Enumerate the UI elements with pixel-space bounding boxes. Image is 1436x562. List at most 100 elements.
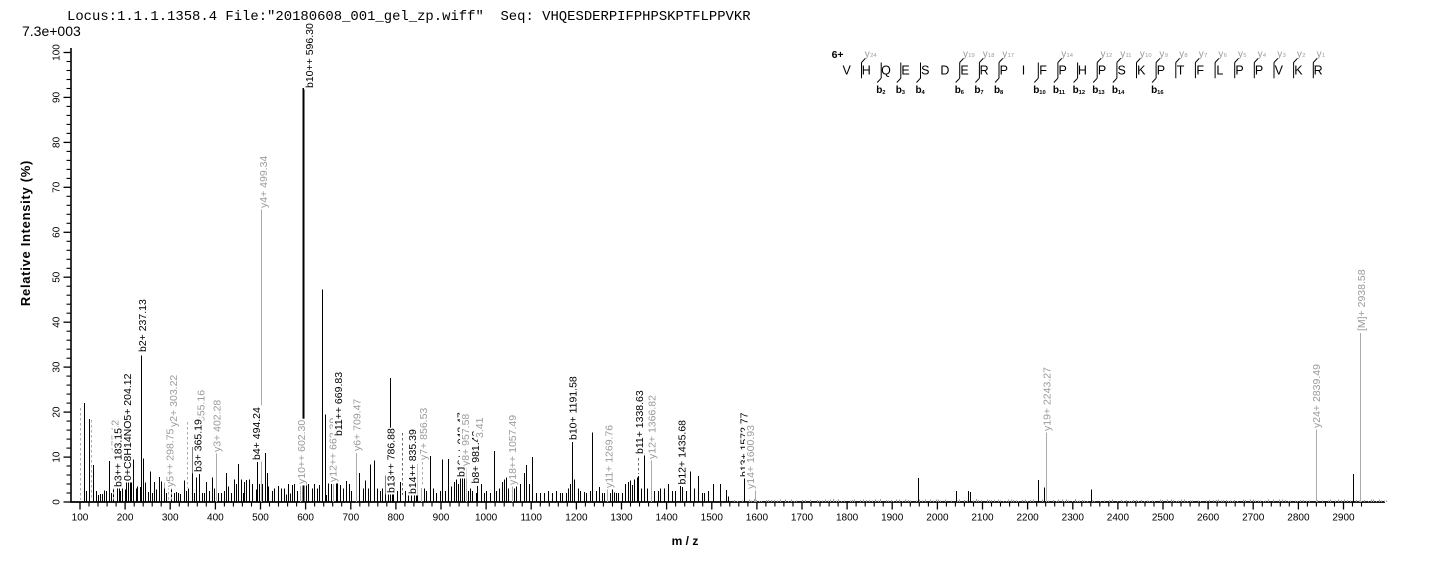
svg-text:b: b [876, 85, 882, 96]
svg-text:V: V [1275, 64, 1284, 78]
svg-text:b: b [1151, 85, 1157, 96]
svg-text:2600: 2600 [1197, 513, 1220, 524]
svg-text:b11++ 669.83: b11++ 669.83 [333, 372, 345, 436]
svg-text:12: 12 [1106, 53, 1112, 59]
svg-text:y2+ 303.22: y2+ 303.22 [168, 375, 180, 427]
svg-text:Locus:1.1.1.1358.4 File:"20180: Locus:1.1.1.1358.4 File:"20180608_001_ge… [67, 9, 751, 25]
svg-text:b: b [994, 85, 1000, 96]
svg-text:5: 5 [1243, 53, 1246, 59]
svg-text:40: 40 [52, 316, 63, 328]
svg-text:[M]+ 2938.58: [M]+ 2938.58 [1356, 269, 1368, 331]
svg-text:7: 7 [980, 90, 983, 96]
svg-text:2: 2 [1302, 53, 1305, 59]
svg-text:6: 6 [1224, 53, 1227, 59]
svg-text:9: 9 [1165, 53, 1168, 59]
svg-text:b: b [1092, 85, 1098, 96]
svg-text:y: y [1061, 49, 1066, 60]
svg-text:y6+ 709.47: y6+ 709.47 [352, 399, 364, 451]
svg-text:1900: 1900 [881, 513, 904, 524]
svg-text:1200: 1200 [565, 513, 588, 524]
svg-text:P: P [1000, 64, 1008, 78]
svg-text:0: 0 [52, 499, 63, 505]
svg-text:14: 14 [1067, 53, 1074, 59]
svg-text:10: 10 [1039, 90, 1045, 96]
svg-text:90: 90 [52, 91, 63, 103]
svg-text:y: y [865, 49, 870, 60]
svg-text:7.3e+003: 7.3e+003 [22, 23, 81, 39]
svg-text:y10++ 602.30: y10++ 602.30 [296, 420, 308, 484]
svg-text:y: y [1159, 49, 1164, 60]
svg-text:6+: 6+ [832, 49, 844, 61]
svg-text:b3+ 365.19: b3+ 365.19 [193, 419, 205, 472]
svg-text:30: 30 [52, 361, 63, 373]
svg-text:b13++ 786.88: b13++ 786.88 [386, 428, 398, 493]
svg-text:50: 50 [52, 271, 63, 283]
svg-text:3.41: 3.41 [474, 417, 486, 438]
svg-text:H: H [1078, 64, 1087, 78]
svg-text:y11+ 1269.76: y11+ 1269.76 [603, 425, 615, 488]
svg-text:1100: 1100 [520, 513, 542, 524]
svg-text:4: 4 [1263, 53, 1267, 59]
svg-text:2700: 2700 [1242, 513, 1265, 524]
svg-text:S: S [921, 64, 929, 78]
svg-text:19: 19 [968, 53, 974, 59]
svg-text:y: y [1297, 49, 1302, 60]
svg-text:Relative Intensity (%): Relative Intensity (%) [18, 160, 33, 306]
svg-text:P: P [1098, 64, 1106, 78]
svg-text:P: P [1235, 64, 1243, 78]
svg-text:b12+ 1435.68: b12+ 1435.68 [677, 420, 689, 485]
svg-text:800: 800 [388, 513, 405, 524]
svg-text:b10+ 1191.58: b10+ 1191.58 [568, 376, 580, 440]
svg-text:P: P [1255, 64, 1263, 78]
svg-text:1500: 1500 [701, 513, 724, 524]
svg-text:S: S [1118, 64, 1126, 78]
svg-text:F: F [1039, 64, 1047, 78]
svg-text:y: y [963, 49, 968, 60]
svg-text:1400: 1400 [655, 513, 678, 524]
svg-text:2400: 2400 [1107, 513, 1130, 524]
svg-text:y: y [1317, 49, 1322, 60]
svg-text:3: 3 [902, 90, 906, 96]
svg-text:2500: 2500 [1152, 513, 1175, 524]
svg-text:10: 10 [52, 451, 63, 463]
svg-text:E: E [901, 64, 909, 78]
svg-text:R: R [980, 64, 989, 78]
svg-text:y24+ 2839.49: y24+ 2839.49 [1311, 364, 1323, 428]
svg-text:b3++ 183.15: b3++ 183.15 [113, 428, 125, 487]
svg-text:b: b [974, 85, 980, 96]
svg-text:T: T [1177, 64, 1185, 78]
svg-text:100: 100 [72, 513, 89, 524]
svg-text:y: y [1199, 49, 1204, 60]
svg-text:b14++ 835.39: b14++ 835.39 [407, 429, 419, 494]
svg-text:10: 10 [1145, 53, 1151, 59]
svg-text:24: 24 [870, 53, 877, 59]
svg-text:K: K [1294, 64, 1303, 78]
svg-text:700: 700 [342, 513, 359, 524]
svg-text:2300: 2300 [1062, 513, 1085, 524]
svg-text:E: E [960, 64, 968, 78]
svg-text:R: R [1314, 64, 1323, 78]
svg-text:y: y [1140, 49, 1145, 60]
svg-text:300: 300 [162, 513, 179, 524]
svg-text:14: 14 [1118, 90, 1125, 96]
svg-text:600: 600 [297, 513, 314, 524]
svg-text:3: 3 [1283, 53, 1286, 59]
svg-text:18: 18 [988, 53, 994, 59]
svg-text:70: 70 [52, 181, 63, 193]
svg-text:1800: 1800 [836, 513, 859, 524]
svg-text:200: 200 [117, 513, 134, 524]
svg-text:0+C8H14NO5+ 204.12: 0+C8H14NO5+ 204.12 [122, 373, 134, 481]
svg-text:1600: 1600 [746, 513, 769, 524]
svg-text:900: 900 [433, 513, 450, 524]
svg-text:b: b [916, 85, 922, 96]
svg-text:1300: 1300 [610, 513, 633, 524]
svg-text:2800: 2800 [1287, 513, 1310, 524]
svg-text:y12+ 1366.82: y12+ 1366.82 [647, 395, 659, 459]
svg-text:y8+ 957.58: y8+ 957.58 [460, 414, 472, 466]
svg-text:b: b [1033, 85, 1039, 96]
svg-text:y7+ 856.53: y7+ 856.53 [418, 408, 430, 460]
svg-text:m / z: m / z [672, 534, 699, 548]
svg-text:y: y [1258, 49, 1263, 60]
svg-text:2000: 2000 [926, 513, 949, 524]
svg-text:K: K [1137, 64, 1146, 78]
